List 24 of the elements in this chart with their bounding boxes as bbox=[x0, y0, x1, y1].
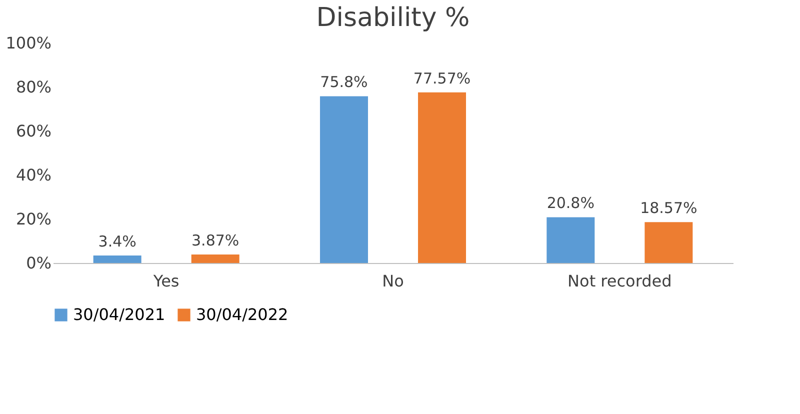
data-label: 3.87% bbox=[192, 231, 240, 250]
bar bbox=[644, 222, 693, 263]
data-label: 77.57% bbox=[413, 69, 471, 88]
bar bbox=[320, 96, 368, 263]
x-tick-label: Yes bbox=[152, 272, 180, 290]
x-tick-label: Not recorded bbox=[568, 272, 672, 290]
data-label: 75.8% bbox=[320, 73, 368, 92]
y-tick-label: 40% bbox=[16, 166, 52, 184]
y-tick-label: 20% bbox=[16, 210, 52, 228]
bar bbox=[191, 254, 240, 263]
y-tick-label: 100% bbox=[6, 34, 52, 52]
bar bbox=[93, 256, 142, 263]
chart-title: Disability % bbox=[316, 3, 470, 33]
bar bbox=[546, 217, 595, 263]
y-tick-label: 0% bbox=[26, 254, 52, 272]
data-label: 18.57% bbox=[640, 199, 698, 218]
y-tick-label: 60% bbox=[16, 122, 52, 140]
y-tick-label: 80% bbox=[16, 78, 52, 96]
legend-label: 30/04/2021 bbox=[73, 305, 166, 324]
x-tick-label: No bbox=[382, 272, 404, 290]
data-label: 3.4% bbox=[98, 232, 136, 251]
legend-label: 30/04/2022 bbox=[196, 305, 288, 324]
data-label: 20.8% bbox=[546, 194, 594, 212]
bar bbox=[418, 92, 466, 263]
